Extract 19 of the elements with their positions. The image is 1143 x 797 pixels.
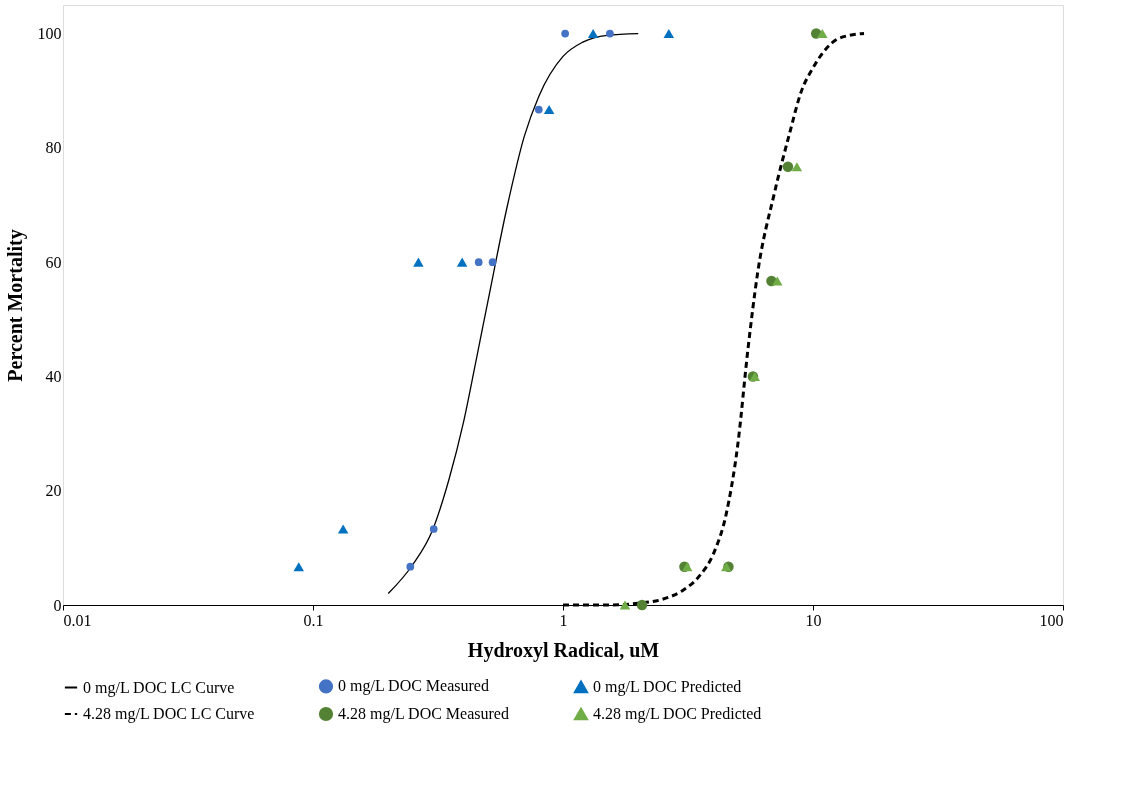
y-tick-label: 20: [45, 482, 62, 500]
x-axis-title: Hydroxyl Radical, uM: [467, 638, 660, 662]
legend-label: 4.28 mg/L DOC Predicted: [593, 705, 762, 723]
y-tick-label: 100: [37, 25, 62, 43]
y-axis-title: Percent Mortality: [3, 229, 27, 382]
y-tick-label: 60: [45, 253, 62, 271]
y-tick-label: 0: [53, 596, 62, 614]
legend-label: 0 mg/L DOC LC Curve: [83, 678, 235, 697]
legend-label: 4.28 mg/L DOC LC Curve: [83, 705, 255, 723]
x-tick-label: 0.1: [303, 611, 324, 629]
y-tick-label: 80: [45, 139, 62, 157]
x-tick-label: 10: [805, 611, 822, 629]
x-tick-label: 0.01: [63, 611, 92, 629]
x-tick-label: 100: [1039, 611, 1064, 629]
legend-label: 0 mg/L DOC Measured: [338, 677, 489, 696]
legend-label: 0 mg/L DOC Predicted: [593, 677, 742, 696]
x-tick-label: 1: [559, 611, 568, 629]
legend-label: 4.28 mg/L DOC Measured: [338, 705, 509, 723]
y-tick-label: 40: [45, 367, 62, 385]
